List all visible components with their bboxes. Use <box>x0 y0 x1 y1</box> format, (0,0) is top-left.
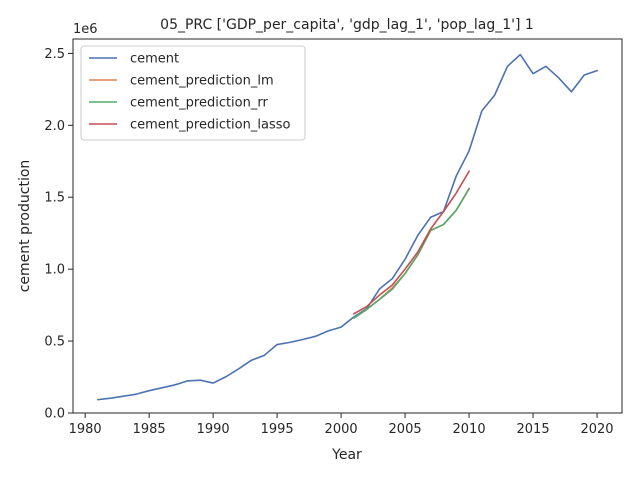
y-tick-label: 0.5 <box>44 335 65 350</box>
legend-label-cement-prediction-lm: cement_prediction_lm <box>130 74 274 89</box>
y-offset-label: 1e6 <box>73 22 98 37</box>
series-line-cement-prediction-rr <box>352 187 471 320</box>
legend-box <box>80 45 306 141</box>
x-tick-label: 1995 <box>261 422 294 437</box>
series-line-cement-prediction-lasso <box>352 170 471 315</box>
x-tick-label: 2015 <box>517 422 550 437</box>
y-tick-label: 0.0 <box>44 407 65 422</box>
chart-title: 05_PRC ['GDP_per_capita', 'gdp_lag_1', '… <box>160 17 534 33</box>
x-tick-label: 2000 <box>325 422 358 437</box>
plot-frame <box>72 38 623 414</box>
x-tick-label: 2005 <box>389 422 422 437</box>
x-axis-label: Year <box>331 447 362 463</box>
y-tick-label: 2.0 <box>44 119 65 134</box>
x-axis: 1980 1985 1990 1995 2000 2005 2010 2015 2020 <box>69 413 614 437</box>
legend-label-cement-prediction-rr: cement_prediction_rr <box>130 96 268 111</box>
x-tick-label: 1990 <box>197 422 230 437</box>
x-tick-label: 1985 <box>133 422 166 437</box>
series-line-cement-prediction-lm <box>352 187 471 320</box>
y-tick-label: 1.5 <box>44 191 65 206</box>
y-tick-label: 2.5 <box>44 47 65 62</box>
y-axis: 0.0 0.5 1.0 1.5 2.0 2.5 <box>44 47 73 422</box>
legend-label-cement-prediction-lasso: cement_prediction_lasso <box>130 118 290 133</box>
y-tick-label: 1.0 <box>44 263 65 278</box>
x-tick-label: 2020 <box>580 422 613 437</box>
x-tick-label: 2010 <box>453 422 486 437</box>
legend-label-cement: cement <box>130 52 179 67</box>
series-layer <box>97 53 599 401</box>
series-line-cement <box>97 53 599 401</box>
y-axis-label: cement production <box>17 160 33 293</box>
x-tick-label: 1980 <box>69 422 102 437</box>
legend: cement cement_prediction_lm cement_predict… <box>80 45 306 141</box>
